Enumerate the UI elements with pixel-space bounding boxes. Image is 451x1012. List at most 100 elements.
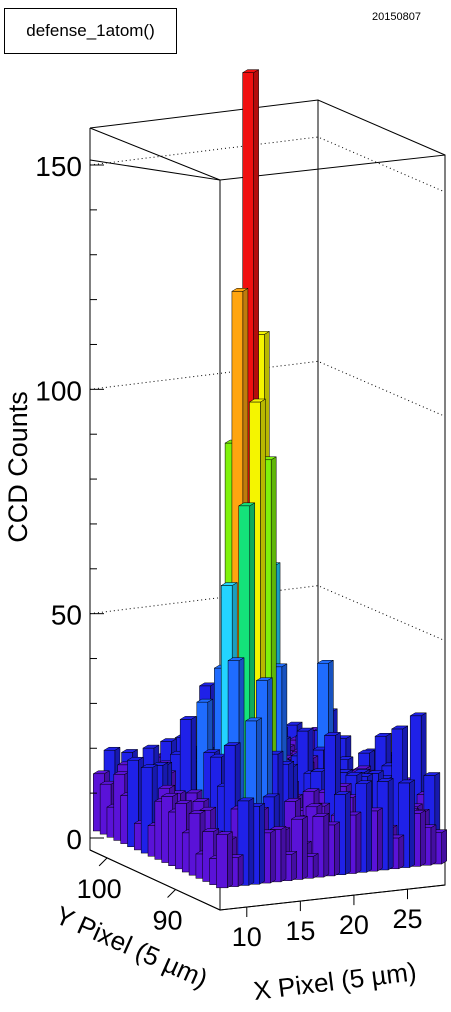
bar-top-face [376,778,395,782]
bar-top-face [231,288,249,292]
top-back-edge [89,99,446,156]
bar-side-face [280,826,287,883]
x-tick-label: 20 [339,910,369,940]
bar-side-face [398,834,405,870]
bar-front-face [216,834,228,889]
bar-top-face [236,797,255,802]
bar-side-face [420,809,426,867]
bar-side-face [377,807,383,872]
bar-top-face [255,677,274,681]
x-tick-label: 25 [392,904,422,934]
bar-top-face [397,779,416,784]
bar [215,831,234,889]
bar-side-face [302,815,308,880]
bar-top-face [237,502,256,507]
bar-side-face [430,824,437,866]
bar-top-face [390,725,409,730]
bar [290,815,309,880]
bar-top-face [374,732,392,737]
bar-top-face [140,764,159,768]
bar-top-face [296,727,315,732]
z-tick-label: 0 [66,824,82,855]
bar-side-face [441,829,447,865]
bar-side-face [334,821,340,877]
z-tick-label: 150 [35,151,82,182]
bar-top-face [244,717,263,722]
bar-top-face [269,826,287,830]
bar-side-face [259,802,265,885]
bar-top-face [192,798,210,802]
bar-top-face [422,772,441,776]
bar-side-face [248,797,255,886]
bar-top-face [160,793,179,797]
bar-top-face [215,831,234,835]
bar-side-face [409,779,415,869]
bar-top-face [302,788,320,792]
bar-top-face [142,744,160,749]
bar-top-face [290,815,309,820]
gridlines [89,136,446,642]
y-tick-label: 90 [153,905,183,935]
bar-top-face [157,784,176,789]
bar-top-face [345,772,363,776]
canvas-title: defense_1atom() [4,8,177,54]
y-tick-label: 100 [77,874,122,904]
bar-top-face [316,660,335,664]
bar-top-face [223,742,242,746]
x-axis: 10 15 20 25 [219,884,446,952]
bar-top-face [202,749,221,753]
bars [92,69,448,889]
canvas-date: 20150807 [372,11,421,23]
bar-side-face [355,811,362,874]
bar-top-face [285,721,304,726]
y-axis-line [89,849,221,911]
bar-top-face [120,749,139,753]
z-tick-label: 100 [35,375,82,406]
bar-top-face [198,806,217,811]
bar-top-face [409,712,428,717]
z-axis: 0 50 100 150 [35,151,104,855]
y-axis: 100 90 [77,849,221,935]
bar-side-face [387,777,394,871]
bar-top-face [248,398,267,403]
bar-side-face [323,812,330,878]
z-tick-label: 50 [51,600,82,631]
bar-side-face [366,780,372,873]
x-tick-label: 15 [285,916,315,946]
bar-top-face [357,749,376,754]
bar-top-face [126,756,145,761]
bar-side-face [291,851,297,882]
bar-top-face [195,698,214,703]
top-left-edge [89,127,221,181]
y-axis-title: Y Pixel (5 µm) [51,900,212,994]
bar-top-face [305,803,323,808]
bar-top-face [283,798,302,802]
z-axis-title: CCD Counts [3,391,33,543]
bar-top-face [311,813,330,817]
bar-side-face [237,854,244,888]
y-tick [167,889,176,898]
bar-top-face [179,716,198,720]
z-gridline [89,585,446,642]
bar-top-face [159,738,178,742]
bar-top-face [92,770,111,775]
bar-top-face [366,770,385,774]
bar [236,797,255,886]
bar-top-face [354,780,373,784]
bar-top-face [103,746,121,751]
bar-top-face [241,69,260,73]
y-tick [98,857,108,867]
bar-top-face [220,582,239,586]
bar [311,812,330,878]
z-gridline [89,360,446,417]
z-gridline [89,136,446,193]
bar-top-face [333,791,352,795]
x-tick-label: 10 [232,922,262,952]
bar-top-face [185,789,204,794]
bar-top-face [174,800,193,804]
bar-side-face [227,831,233,889]
x-axis-title: X Pixel (5 µm) [252,956,418,1006]
bar-top-face [188,810,206,814]
bar-side-face [312,853,319,879]
